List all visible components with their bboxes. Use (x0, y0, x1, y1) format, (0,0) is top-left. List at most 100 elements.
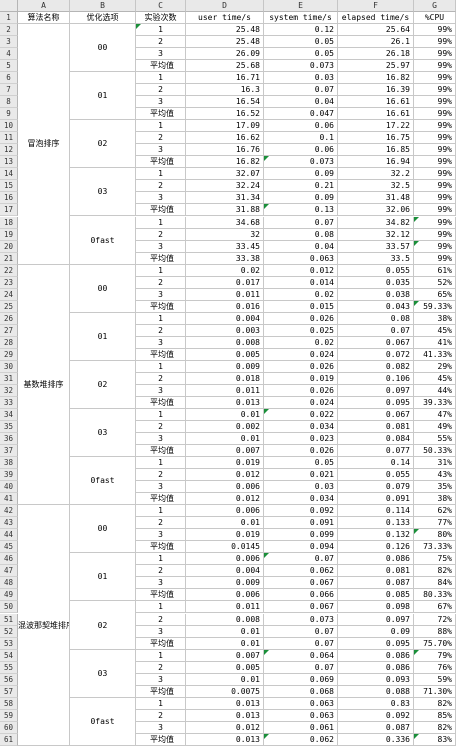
value-cell[interactable]: 72% (414, 613, 456, 626)
row-number[interactable]: 14 (0, 168, 18, 181)
value-cell[interactable]: 0.1 (264, 132, 338, 145)
value-cell[interactable]: 0.04 (264, 96, 338, 109)
value-cell[interactable]: 0.0075 (186, 685, 264, 698)
value-cell[interactable]: 33.38 (186, 252, 264, 265)
algorithm-merged-cell[interactable]: 混波那契堆排序 (18, 505, 70, 746)
trial-cell[interactable]: 平均值 (136, 108, 186, 121)
value-cell[interactable]: 0.085 (338, 589, 414, 602)
value-cell[interactable]: 25.64 (338, 24, 414, 37)
value-cell[interactable]: 0.06 (264, 120, 338, 133)
value-cell[interactable]: 84% (414, 577, 456, 590)
option-merged-cell[interactable]: 00 (70, 24, 136, 73)
value-cell[interactable]: 0.011 (186, 288, 264, 301)
value-cell[interactable]: 0.088 (338, 685, 414, 698)
value-cell[interactable]: 99% (414, 240, 456, 253)
value-cell[interactable]: 0.073 (264, 60, 338, 73)
row-number[interactable]: 53 (0, 637, 18, 650)
option-merged-cell[interactable]: 02 (70, 360, 136, 409)
value-cell[interactable]: 0.086 (338, 649, 414, 662)
row-number[interactable]: 24 (0, 288, 18, 301)
value-cell[interactable]: 71.30% (414, 685, 456, 698)
value-cell[interactable]: 61% (414, 264, 456, 277)
algorithm-merged-cell[interactable]: 基数堆排序 (18, 264, 70, 506)
value-cell[interactable]: 0.073 (264, 613, 338, 626)
trial-cell[interactable]: 平均值 (136, 685, 186, 698)
value-cell[interactable]: 0.063 (264, 709, 338, 722)
trial-cell[interactable]: 平均值 (136, 252, 186, 265)
value-cell[interactable]: 0.082 (338, 360, 414, 373)
value-cell[interactable]: 0.086 (338, 553, 414, 566)
trial-cell[interactable]: 2 (136, 469, 186, 482)
row-number[interactable]: 42 (0, 505, 18, 518)
value-cell[interactable]: 80.33% (414, 589, 456, 602)
value-cell[interactable]: 0.084 (338, 433, 414, 446)
trial-cell[interactable]: 2 (136, 613, 186, 626)
value-cell[interactable]: 32.24 (186, 180, 264, 193)
value-cell[interactable]: 99% (414, 108, 456, 121)
value-cell[interactable]: 0.021 (264, 469, 338, 482)
value-cell[interactable]: 0.004 (186, 565, 264, 578)
row-number[interactable]: 40 (0, 481, 18, 494)
trial-cell[interactable]: 1 (136, 168, 186, 181)
row-number[interactable]: 11 (0, 132, 18, 145)
trial-cell[interactable]: 2 (136, 84, 186, 97)
row-number[interactable]: 16 (0, 192, 18, 205)
value-cell[interactable]: 0.21 (264, 180, 338, 193)
trial-cell[interactable]: 平均值 (136, 637, 186, 650)
option-merged-cell[interactable]: 01 (70, 72, 136, 121)
value-cell[interactable]: 0.025 (264, 324, 338, 337)
value-cell[interactable]: 99% (414, 228, 456, 241)
value-cell[interactable]: 0.097 (338, 384, 414, 397)
value-cell[interactable]: 0.07 (264, 84, 338, 97)
trial-cell[interactable]: 3 (136, 48, 186, 61)
value-cell[interactable]: 0.094 (264, 541, 338, 554)
trial-cell[interactable]: 2 (136, 709, 186, 722)
value-cell[interactable]: 33.45 (186, 240, 264, 253)
row-number[interactable]: 55 (0, 661, 18, 674)
row-number[interactable]: 35 (0, 421, 18, 434)
value-cell[interactable]: 0.055 (338, 469, 414, 482)
value-cell[interactable]: 45% (414, 324, 456, 337)
row-number[interactable]: 30 (0, 360, 18, 373)
value-cell[interactable]: 0.336 (338, 733, 414, 746)
trial-cell[interactable]: 平均值 (136, 396, 186, 409)
value-cell[interactable]: 0.077 (338, 445, 414, 458)
value-cell[interactable]: 0.114 (338, 505, 414, 518)
column-header-f[interactable]: F (338, 0, 414, 12)
trial-cell[interactable]: 1 (136, 601, 186, 614)
trial-cell[interactable]: 2 (136, 565, 186, 578)
value-cell[interactable]: 0.095 (338, 396, 414, 409)
value-cell[interactable]: 0.006 (186, 589, 264, 602)
value-cell[interactable]: 0.017 (186, 276, 264, 289)
value-cell[interactable]: 0.015 (264, 300, 338, 313)
trial-cell[interactable]: 3 (136, 288, 186, 301)
value-cell[interactable]: 0.086 (338, 661, 414, 674)
trial-cell[interactable]: 平均值 (136, 300, 186, 313)
trial-cell[interactable]: 2 (136, 132, 186, 145)
value-cell[interactable]: 0.12 (264, 24, 338, 37)
value-cell[interactable]: 25.68 (186, 60, 264, 73)
value-cell[interactable]: 25.48 (186, 36, 264, 49)
header-cell[interactable]: 算法名称 (18, 12, 70, 25)
value-cell[interactable]: 82% (414, 721, 456, 734)
row-number[interactable]: 57 (0, 685, 18, 698)
row-number[interactable]: 33 (0, 396, 18, 409)
trial-cell[interactable]: 2 (136, 661, 186, 674)
row-number[interactable]: 44 (0, 529, 18, 542)
value-cell[interactable]: 32.06 (338, 204, 414, 217)
trial-cell[interactable]: 2 (136, 517, 186, 530)
header-cell[interactable]: %CPU (414, 12, 456, 25)
value-cell[interactable]: 0.01 (186, 408, 264, 421)
row-number[interactable]: 5 (0, 60, 18, 73)
value-cell[interactable]: 26.09 (186, 48, 264, 61)
trial-cell[interactable]: 1 (136, 505, 186, 518)
value-cell[interactable]: 0.07 (338, 324, 414, 337)
value-cell[interactable]: 0.067 (264, 601, 338, 614)
value-cell[interactable]: 0.007 (186, 649, 264, 662)
row-number[interactable]: 9 (0, 108, 18, 121)
value-cell[interactable]: 33.5 (338, 252, 414, 265)
value-cell[interactable]: 0.08 (264, 228, 338, 241)
trial-cell[interactable]: 3 (136, 144, 186, 157)
trial-cell[interactable]: 3 (136, 96, 186, 109)
value-cell[interactable]: 99% (414, 204, 456, 217)
